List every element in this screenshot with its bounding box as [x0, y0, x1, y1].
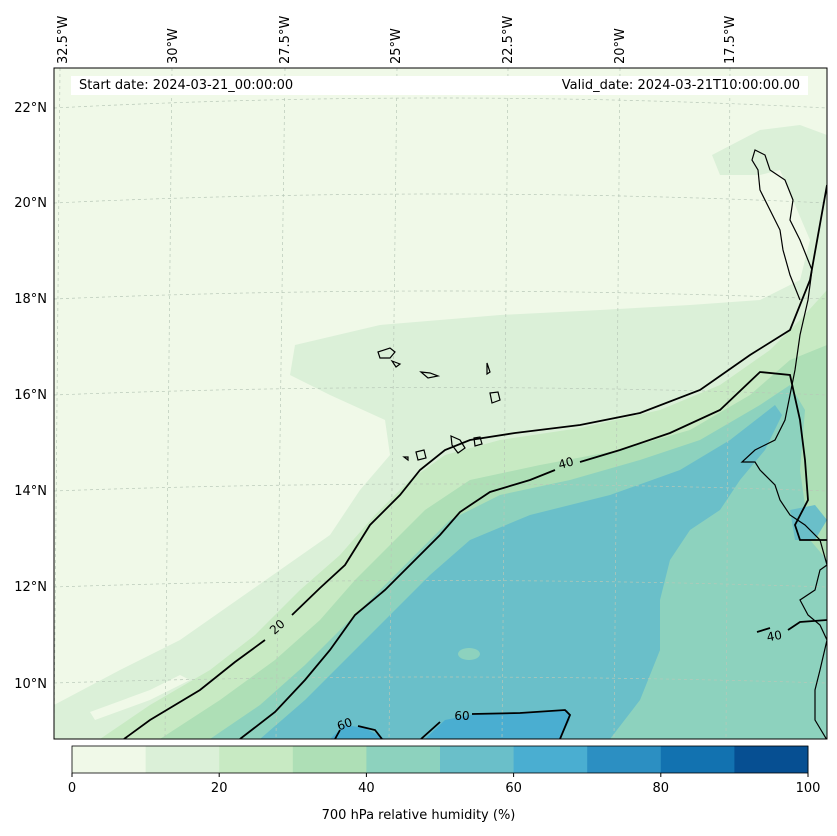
lat-label: 22°N	[14, 101, 47, 116]
colorbar-segment	[72, 746, 147, 773]
lon-label: 30°W	[166, 28, 181, 64]
contour-labels: 20 40 60 60 40	[267, 454, 783, 733]
date-banner: Start date: 2024-03-21_00:00:00 Valid_da…	[71, 76, 808, 95]
colorbar-border	[71, 745, 809, 774]
lon-label: 20°W	[613, 28, 628, 64]
colorbar-segment	[513, 746, 588, 773]
colorbar-segment	[292, 746, 367, 773]
lon-label: 27.5°W	[278, 16, 293, 64]
colorbar-title: 700 hPa relative humidity (%)	[321, 808, 516, 823]
latitude-labels: 22°N 20°N 18°N 16°N 14°N 12°N 10°N	[14, 101, 47, 692]
colorbar-segment	[660, 746, 735, 773]
lat-label: 14°N	[14, 484, 47, 499]
humidity-patch-40-50	[458, 648, 480, 660]
start-date-label: Start date: 2024-03-21_00:00:00	[79, 78, 294, 93]
colorbar-tick-label: 80	[653, 781, 670, 796]
coastlines	[377, 149, 827, 739]
colorbar-segment	[366, 746, 441, 773]
colorbar-tick-label: 0	[68, 781, 76, 796]
colorbar: 0 20 40 60 80 100	[68, 745, 821, 796]
colorbar-segment	[145, 746, 220, 773]
colorbar-tick-label: 100	[796, 781, 821, 796]
humidity-streak	[90, 675, 190, 720]
lat-label: 10°N	[14, 677, 47, 692]
contour-label: 40	[766, 628, 783, 644]
humidity-patch-50-60	[790, 505, 827, 540]
colorbar-segment	[440, 746, 515, 773]
contour-label: 60	[454, 709, 469, 723]
contour-lines	[123, 184, 827, 739]
valid-date-label: Valid_date: 2024-03-21T10:00:00.00	[561, 78, 800, 93]
map-panel: 20 40 60 60 40	[54, 68, 827, 739]
lon-label: 25°W	[389, 28, 404, 64]
longitude-labels: 32.5°W 30°W 27.5°W 25°W 22.5°W 20°W 17.5…	[56, 16, 738, 64]
colorbar-segment	[219, 746, 294, 773]
lon-label: 17.5°W	[723, 16, 738, 64]
colorbar-tick-label: 60	[505, 781, 522, 796]
contour-label: 60	[335, 715, 354, 733]
lat-label: 18°N	[14, 292, 47, 307]
lon-label: 32.5°W	[56, 16, 71, 64]
lat-label: 16°N	[14, 388, 47, 403]
humidity-field-60-70	[330, 710, 570, 739]
colorbar-segment	[734, 746, 809, 773]
contour-label: 40	[557, 454, 575, 471]
lat-label: 20°N	[14, 196, 47, 211]
map-border	[53, 67, 828, 740]
graticule	[54, 68, 827, 739]
lon-label: 22.5°W	[501, 16, 516, 64]
humidity-field-50-60	[260, 405, 782, 739]
colorbar-segment	[587, 746, 662, 773]
colorbar-tick-label: 40	[358, 781, 375, 796]
colorbar-tick-label: 20	[211, 781, 228, 796]
lat-label: 12°N	[14, 580, 47, 595]
